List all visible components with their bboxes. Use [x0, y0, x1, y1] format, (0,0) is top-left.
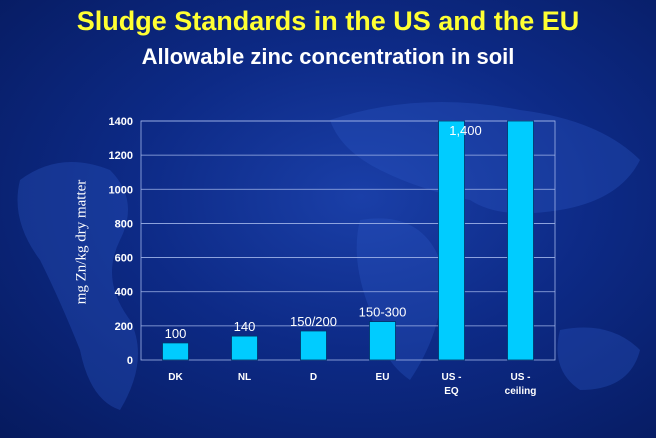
chart-title: Sludge Standards in the US and the EU: [76, 6, 580, 36]
category-label-2: D: [310, 372, 317, 383]
map-australia: [557, 327, 640, 390]
category-label-1: NL: [238, 372, 251, 383]
data-label-1: 140: [234, 319, 256, 334]
data-label-0: 100: [165, 326, 187, 341]
y-tick-0: 0: [127, 355, 133, 367]
map-africa: [356, 218, 442, 380]
chart-subtitle: Allowable zinc concentration in soil: [141, 44, 515, 69]
bar-0: [162, 342, 189, 361]
map-americas: [17, 162, 138, 410]
y-tick-200: 200: [115, 321, 133, 333]
y-tick-1000: 1000: [109, 184, 133, 196]
bar-3: [369, 321, 396, 361]
data-label-2: 150/200: [290, 314, 337, 329]
y-tick-400: 400: [115, 287, 133, 299]
data-label-4: 1,400: [449, 123, 482, 138]
bar-4: [438, 120, 465, 361]
bar-2: [300, 330, 327, 361]
bars: [162, 120, 534, 361]
category-labels: DK NL D EU US -EQ US -ceiling: [168, 372, 536, 397]
category-label-5: US -ceiling: [505, 372, 537, 397]
y-tick-600: 600: [115, 253, 133, 265]
map-eurasia: [330, 102, 640, 214]
y-tick-1400: 1400: [109, 116, 133, 128]
y-tick-labels: 0 200 400 600 800 1000 1200 1400: [109, 116, 133, 367]
category-label-4: US -EQ: [442, 372, 462, 397]
y-tick-800: 800: [115, 218, 133, 230]
gridlines: [141, 120, 555, 327]
bar-1: [231, 335, 258, 361]
data-labels: 100 140 150/200 150-300 1,400: [165, 123, 482, 341]
data-label-3: 150-300: [359, 305, 407, 320]
category-label-0: DK: [168, 372, 183, 383]
category-label-3: EU: [376, 372, 390, 383]
y-tick-1200: 1200: [109, 150, 133, 162]
bar-5: [507, 120, 534, 361]
plot-area: [140, 120, 556, 361]
